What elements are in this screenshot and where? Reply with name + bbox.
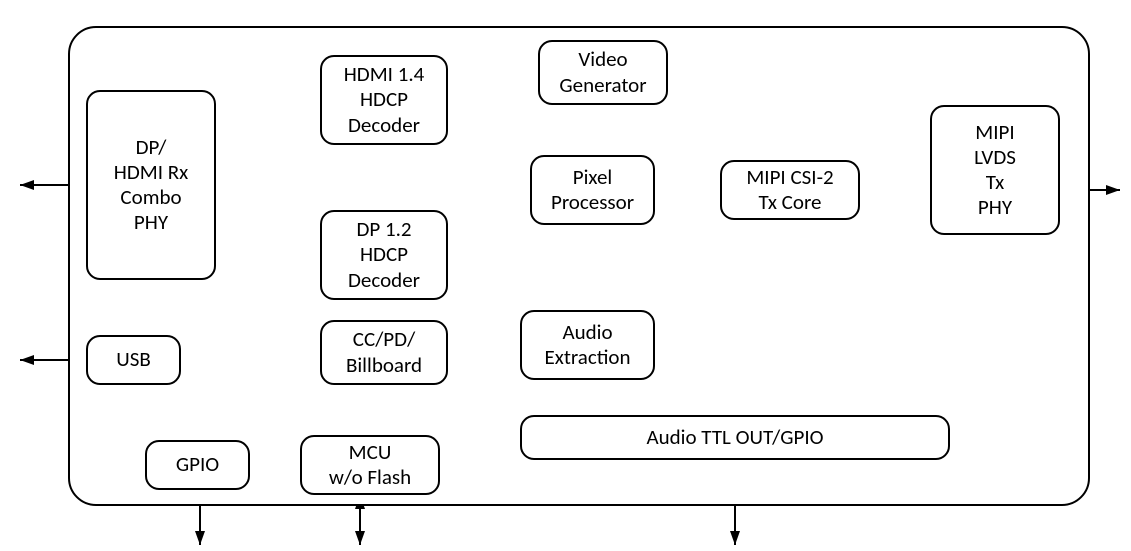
block-gpio: GPIO (145, 440, 250, 490)
block-label: MIPI CSI-2Tx Core (746, 165, 833, 215)
block-attl: Audio TTL OUT/GPIO (520, 415, 950, 460)
block-usb: USB (86, 335, 181, 385)
block-label: VideoGenerator (559, 47, 646, 97)
block-hdmi: HDMI 1.4HDCPDecoder (320, 55, 448, 145)
block-label: GPIO (176, 452, 219, 477)
block-label: DP 1.2HDCPDecoder (348, 217, 420, 293)
block-label: USB (116, 347, 151, 372)
block-vgen: VideoGenerator (538, 40, 668, 105)
block-label: MIPILVDSTxPHY (974, 120, 1016, 221)
diagram-canvas: DP/HDMI RxComboPHY HDMI 1.4HDCPDecoder DP … (0, 0, 1131, 551)
block-phy: DP/HDMI RxComboPHY (86, 90, 216, 280)
block-pixel: PixelProcessor (530, 155, 655, 225)
block-audio: AudioExtraction (520, 310, 655, 380)
block-txphy: MIPILVDSTxPHY (930, 105, 1060, 235)
block-mcu: MCUw/o Flash (300, 435, 440, 495)
block-dp: DP 1.2HDCPDecoder (320, 210, 448, 300)
block-label: CC/PD/Billboard (346, 327, 422, 377)
block-label: HDMI 1.4HDCPDecoder (344, 62, 425, 138)
block-label: Audio TTL OUT/GPIO (646, 425, 823, 450)
block-label: PixelProcessor (551, 165, 634, 215)
block-label: MCUw/o Flash (329, 440, 411, 490)
block-ccpd: CC/PD/Billboard (320, 320, 448, 385)
block-mipi: MIPI CSI-2Tx Core (720, 160, 860, 220)
block-label: AudioExtraction (544, 320, 630, 370)
block-label: DP/HDMI RxComboPHY (114, 135, 189, 236)
